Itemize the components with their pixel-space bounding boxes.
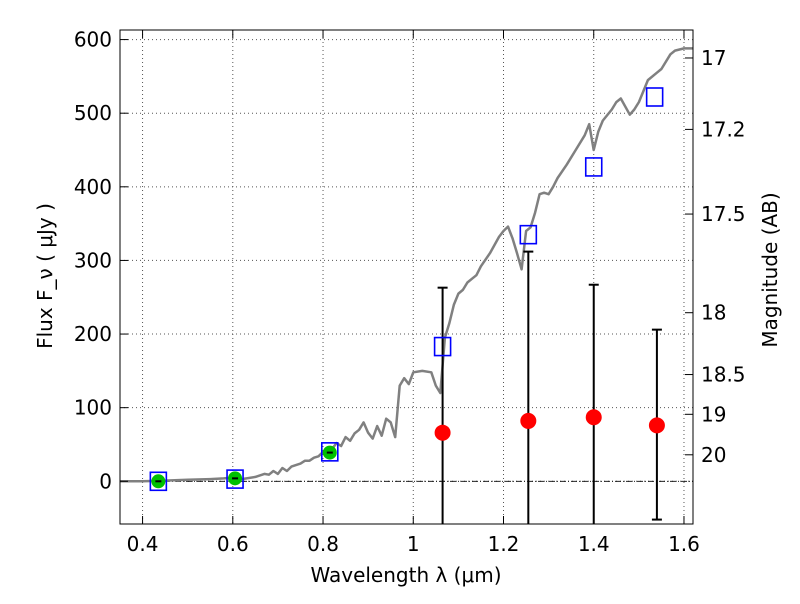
square-point — [226, 469, 244, 489]
y-tick-label: 400 — [74, 175, 112, 199]
y-axis-title: Flux F_ν ( μJy ) — [33, 203, 57, 349]
x-tick-label: 1.4 — [578, 532, 610, 556]
y-tick-label: 0 — [99, 469, 112, 493]
y2-tick-label: 19 — [701, 402, 726, 426]
square-points-series — [149, 87, 664, 492]
y2-tick-label: 17.5 — [701, 202, 746, 226]
y2-tick-label: 17.2 — [701, 117, 746, 141]
red-point — [585, 409, 602, 426]
square-point — [149, 471, 168, 492]
red-point — [520, 412, 537, 429]
square-point — [584, 157, 603, 177]
square-point — [433, 336, 452, 357]
square-point — [320, 442, 339, 462]
x-tick-label: 0.4 — [127, 532, 159, 556]
y2-tick-label: 17 — [701, 46, 726, 70]
right-axis-title: Magnitude (AB) — [758, 192, 782, 347]
plot-frame — [119, 29, 694, 525]
x-tick-label: 0.8 — [307, 532, 339, 556]
y-tick-label: 300 — [74, 248, 112, 272]
y-tick-label: 200 — [74, 322, 112, 346]
y-tick-label: 500 — [74, 101, 112, 125]
y2-tick-label: 18.5 — [701, 363, 746, 387]
x-tick-label: 1.2 — [488, 532, 520, 556]
y-tick-label: 100 — [74, 396, 112, 420]
y2-tick-label: 20 — [701, 443, 726, 467]
error-bars — [437, 250, 662, 524]
x-tick-label: 1 — [407, 532, 420, 556]
red-point — [648, 417, 665, 434]
spectrum-series — [120, 47, 693, 483]
spectrum-line — [120, 47, 693, 483]
plot-border — [119, 29, 694, 525]
square-point — [519, 224, 538, 245]
x-tick-label: 1.6 — [668, 532, 700, 556]
x-axis-title: Wavelength λ (μm) — [310, 563, 501, 587]
ticks: 0.4 0.6 0.8 1 1.2 1.4 1.6 0 100 200 300 400 500 600 17… — [74, 28, 746, 556]
red-points-series — [434, 409, 665, 441]
grid — [120, 30, 693, 524]
y-tick-label: 600 — [74, 28, 112, 52]
x-tick-label: 0.6 — [217, 532, 249, 556]
red-point — [434, 424, 451, 441]
y2-tick-label: 18 — [701, 301, 726, 325]
square-point — [645, 87, 664, 107]
green-points-series — [151, 445, 337, 489]
